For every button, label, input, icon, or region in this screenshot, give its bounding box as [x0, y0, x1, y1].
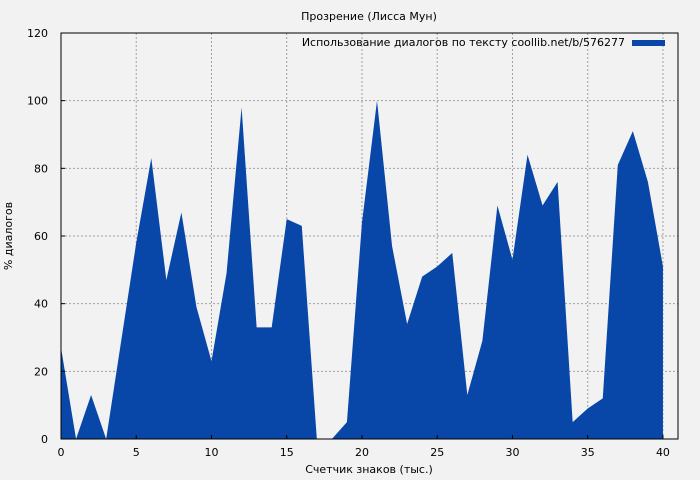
x-tick-label: 30 — [505, 446, 519, 459]
legend: Использование диалогов по тексту coollib… — [302, 36, 665, 49]
x-tick-label: 40 — [656, 446, 670, 459]
legend-label: Использование диалогов по тексту coollib… — [302, 36, 625, 49]
x-tick-label: 15 — [280, 446, 294, 459]
y-tick-label: 0 — [41, 433, 48, 446]
y-tick-label: 60 — [34, 230, 48, 243]
x-axis-title: Счетчик знаков (тыс.) — [305, 463, 433, 476]
y-tick-label: 20 — [34, 365, 48, 378]
x-tick-label: 10 — [204, 446, 218, 459]
y-tick-label: 80 — [34, 162, 48, 175]
x-tick-label: 20 — [355, 446, 369, 459]
series-area-0 — [61, 100, 663, 440]
y-tick-label: 120 — [27, 27, 48, 40]
x-tick-label: 25 — [430, 446, 444, 459]
chart-title: Прозрение (Лисса Мун) — [301, 10, 437, 23]
y-tick-label: 100 — [27, 95, 48, 108]
y-axis-title: % диалогов — [2, 202, 15, 270]
x-tick-label: 35 — [581, 446, 595, 459]
x-tick-label: 0 — [58, 446, 65, 459]
legend-swatch — [632, 40, 665, 46]
x-tick-label: 5 — [133, 446, 140, 459]
axis-ticks: 0 5 10 15 20 25 30 35 40 0 20 40 60 80 100 120 — [27, 27, 670, 459]
y-tick-label: 40 — [34, 298, 48, 311]
